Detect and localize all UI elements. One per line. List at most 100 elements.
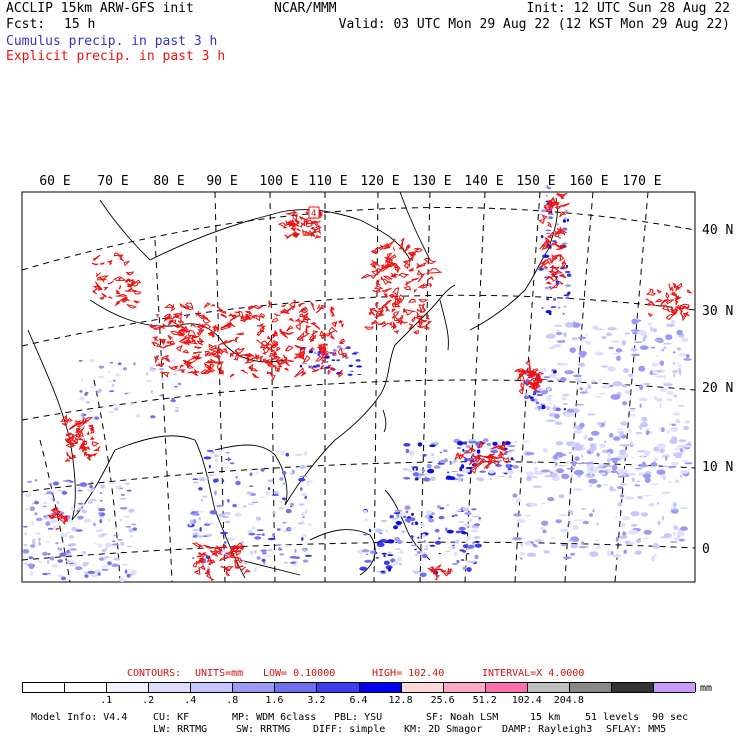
precip-contour [396,297,403,306]
precip-contour [300,371,307,377]
precip-contour [216,362,223,373]
precip-cell [545,333,556,339]
precip-cell [580,455,584,457]
precip-cell [417,473,425,476]
precip-contour [397,273,410,279]
model-title: ACCLIP 15km ARW-GFS init [6,1,194,16]
precip-cell [94,542,97,545]
precip-cell [558,363,569,366]
precip-cell [175,406,180,409]
precip-cell [198,487,203,491]
precip-cell [277,507,285,509]
precip-cell [124,569,128,574]
precip-cell [357,373,362,376]
precip-cell [345,346,351,350]
precip-cell [399,550,404,554]
precip-cell [456,559,460,564]
precip-cell [564,270,571,274]
precip-contour [107,296,113,300]
precip-contour [672,291,679,306]
precip-cell [571,337,578,341]
precip-contour [91,441,100,447]
precip-contour [377,307,384,312]
precip-contour [196,328,205,337]
precip-cell [51,492,54,496]
precip-contour [339,338,346,344]
precip-contour [293,354,304,360]
precip-cell [659,427,662,431]
precip-cell [111,384,115,387]
precip-cell [587,384,592,390]
precip-cell [666,390,674,395]
precip-cell [81,413,84,417]
precip-contour [398,237,405,250]
precip-cell [42,505,47,508]
precip-contour [65,432,71,437]
precip-cell [84,571,88,574]
precip-cell [315,364,321,368]
precip-cell [558,514,568,517]
precip-contour [92,287,98,295]
precip-cell [409,453,414,457]
precip-cell [177,382,182,386]
precip-contour [78,445,86,450]
precip-cell [503,452,508,455]
precip-cell [359,566,368,571]
precip-cell [393,525,398,530]
precip-cell [573,519,584,522]
precip-cell [254,536,262,540]
precip-cell [542,447,548,453]
coastline [399,191,431,261]
precip-contour [297,337,304,342]
precip-contour [374,244,385,251]
precip-cell [87,570,96,574]
precip-contour [383,243,391,249]
coastline [309,529,376,576]
precip-contour [310,322,321,330]
precip-contour [294,317,305,325]
precip-cell [677,364,683,367]
precip-contour [290,227,297,232]
precip-cell [616,428,624,431]
precip-contour [384,256,391,265]
precip-cell [131,402,136,404]
precip-cell [405,510,409,514]
graticule-line [373,191,379,583]
precip-contour [431,564,442,573]
precip-cell [122,367,128,371]
precip-contour [498,445,508,453]
precip-cell [673,525,679,530]
precip-contour [268,300,272,308]
precip-contour [229,352,235,358]
precip-contour [528,386,539,392]
precip-cell [669,439,678,445]
precip-contour [468,459,475,466]
precip-contour [668,283,674,293]
precip-contour [184,302,194,311]
precip-cell [112,403,116,407]
precip-cell [581,541,585,545]
precip-contour [193,566,201,575]
precip-cell [290,561,296,564]
precip-cell [537,405,542,409]
precip-contour [683,312,690,317]
precip-cell [462,550,467,553]
precip-cell [438,515,445,520]
precip-cell [638,538,641,540]
precip-cell [38,538,41,544]
precip-contour [375,278,382,287]
precip-contour [485,458,493,470]
precip-cell [492,441,498,446]
precip-cell [526,552,537,557]
precip-cell [548,312,552,316]
precip-cell [548,373,557,378]
precip-cell [83,518,92,523]
model-info-item: SW: RRTMG [236,724,291,735]
precip-cell [554,324,563,327]
precip-contour [398,294,405,302]
precip-contour [315,305,326,314]
precip-contour [392,247,395,252]
precip-cell [417,536,420,539]
precip-cell [35,532,41,535]
map-frame [21,191,696,583]
